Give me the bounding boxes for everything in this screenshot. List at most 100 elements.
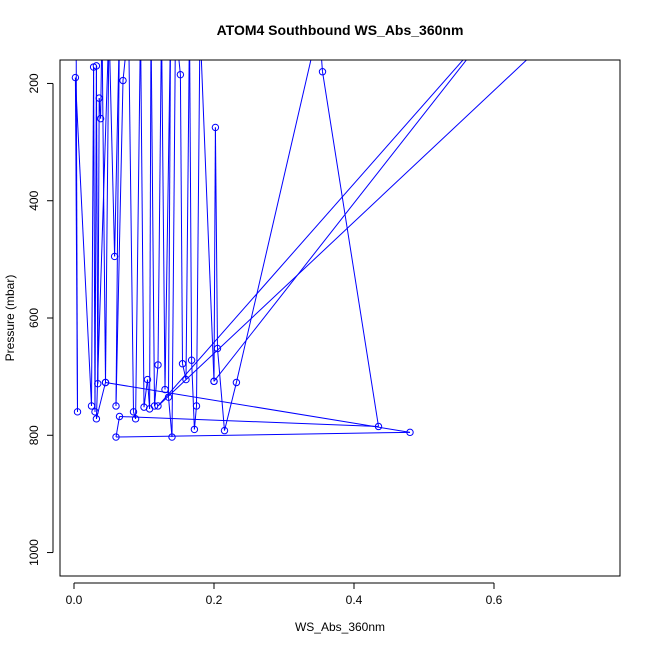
data-point bbox=[168, 433, 176, 441]
data-point bbox=[213, 344, 222, 353]
data-point bbox=[106, 22, 112, 28]
data-point bbox=[137, 22, 143, 28]
series-segment bbox=[135, 60, 141, 419]
data-point bbox=[150, 402, 159, 410]
series-segment bbox=[157, 60, 162, 365]
plot-clip-group bbox=[71, 22, 528, 441]
data-point bbox=[154, 361, 162, 369]
data-point bbox=[154, 402, 162, 410]
series-segment bbox=[171, 60, 176, 438]
data-point bbox=[73, 22, 79, 28]
data-point bbox=[158, 22, 164, 28]
series-segment bbox=[95, 60, 109, 419]
data-point bbox=[99, 22, 105, 28]
plot-frame bbox=[59, 59, 621, 577]
series-segment bbox=[149, 60, 152, 409]
data-point bbox=[406, 428, 414, 437]
series-segment bbox=[157, 60, 464, 407]
chart-title: ATOM4 Southbound WS_Abs_360nm bbox=[217, 22, 464, 38]
data-point bbox=[92, 62, 101, 70]
series-segment bbox=[168, 60, 171, 398]
data-point bbox=[92, 415, 101, 423]
y-tick-label: 400 bbox=[27, 190, 41, 210]
series-segment bbox=[185, 60, 190, 380]
series-segment bbox=[122, 60, 126, 81]
data-point bbox=[87, 402, 96, 410]
series-segment bbox=[97, 98, 100, 384]
series-segment bbox=[115, 80, 124, 406]
series-segment bbox=[321, 60, 323, 72]
data-point bbox=[143, 375, 152, 384]
x-axis-label: WS_Abs_360nm bbox=[295, 620, 385, 634]
series-layer bbox=[71, 22, 528, 441]
data-point bbox=[95, 94, 103, 102]
y-tick-label: 1000 bbox=[27, 539, 41, 566]
data-point bbox=[112, 402, 120, 410]
series-segment bbox=[115, 60, 120, 406]
data-point bbox=[186, 22, 192, 28]
x-tick-label: 0.0 bbox=[66, 593, 83, 607]
data-point bbox=[101, 378, 110, 387]
series-segment bbox=[196, 60, 201, 406]
series-segment bbox=[182, 363, 187, 380]
y-tick-label: 600 bbox=[27, 308, 41, 328]
x-axis: 0.0 0.2 0.4 0.6 bbox=[66, 582, 503, 607]
series-segment bbox=[119, 416, 379, 427]
data-point bbox=[178, 360, 187, 368]
data-point bbox=[116, 22, 122, 28]
series-segment bbox=[322, 71, 379, 427]
series-segment bbox=[178, 60, 181, 75]
data-point bbox=[182, 375, 190, 384]
series-segment bbox=[157, 60, 528, 407]
data-point bbox=[112, 433, 120, 441]
data-point bbox=[211, 123, 220, 132]
data-point bbox=[96, 114, 105, 123]
data-point bbox=[192, 402, 201, 410]
x-tick-label: 0.2 bbox=[206, 593, 223, 607]
data-point bbox=[491, 22, 497, 28]
x-tick-label: 0.4 bbox=[346, 593, 363, 607]
y-axis: 200 400 600 800 1000 bbox=[27, 73, 54, 566]
series-segment bbox=[189, 60, 193, 361]
data-point bbox=[91, 408, 99, 416]
data-point bbox=[94, 379, 102, 388]
series-segment bbox=[143, 379, 148, 408]
series-segment bbox=[109, 60, 116, 257]
series-segment bbox=[217, 348, 225, 431]
series-segment bbox=[164, 60, 171, 390]
series-segment bbox=[213, 127, 216, 382]
series-segment bbox=[105, 382, 411, 433]
series-segment bbox=[74, 77, 92, 406]
series-segment bbox=[213, 60, 468, 382]
data-point bbox=[167, 22, 173, 28]
data-point bbox=[232, 378, 241, 387]
series-segment bbox=[179, 74, 183, 364]
data-point bbox=[71, 73, 80, 82]
series-segment bbox=[100, 60, 102, 119]
series-segment bbox=[91, 67, 95, 406]
series-segment bbox=[154, 364, 159, 406]
data-point bbox=[73, 408, 82, 416]
data-point bbox=[119, 76, 127, 85]
x-tick-label: 0.6 bbox=[486, 593, 503, 607]
data-point bbox=[187, 356, 196, 364]
data-point bbox=[374, 422, 383, 431]
data-point bbox=[197, 22, 203, 28]
series-segment bbox=[214, 127, 218, 349]
data-point bbox=[125, 22, 131, 28]
series-segment bbox=[74, 77, 78, 412]
data-point bbox=[220, 426, 229, 435]
series-segment bbox=[200, 60, 215, 382]
data-point bbox=[106, 22, 112, 28]
data-point bbox=[115, 412, 124, 421]
series-segment bbox=[191, 360, 195, 430]
data-point bbox=[161, 385, 169, 394]
data-point bbox=[131, 415, 140, 423]
series-segment bbox=[115, 431, 411, 438]
series-segment bbox=[105, 60, 110, 383]
y-tick-label: 200 bbox=[27, 73, 41, 93]
data-point bbox=[110, 252, 119, 261]
series-segment bbox=[150, 60, 155, 406]
data-point bbox=[210, 377, 218, 386]
